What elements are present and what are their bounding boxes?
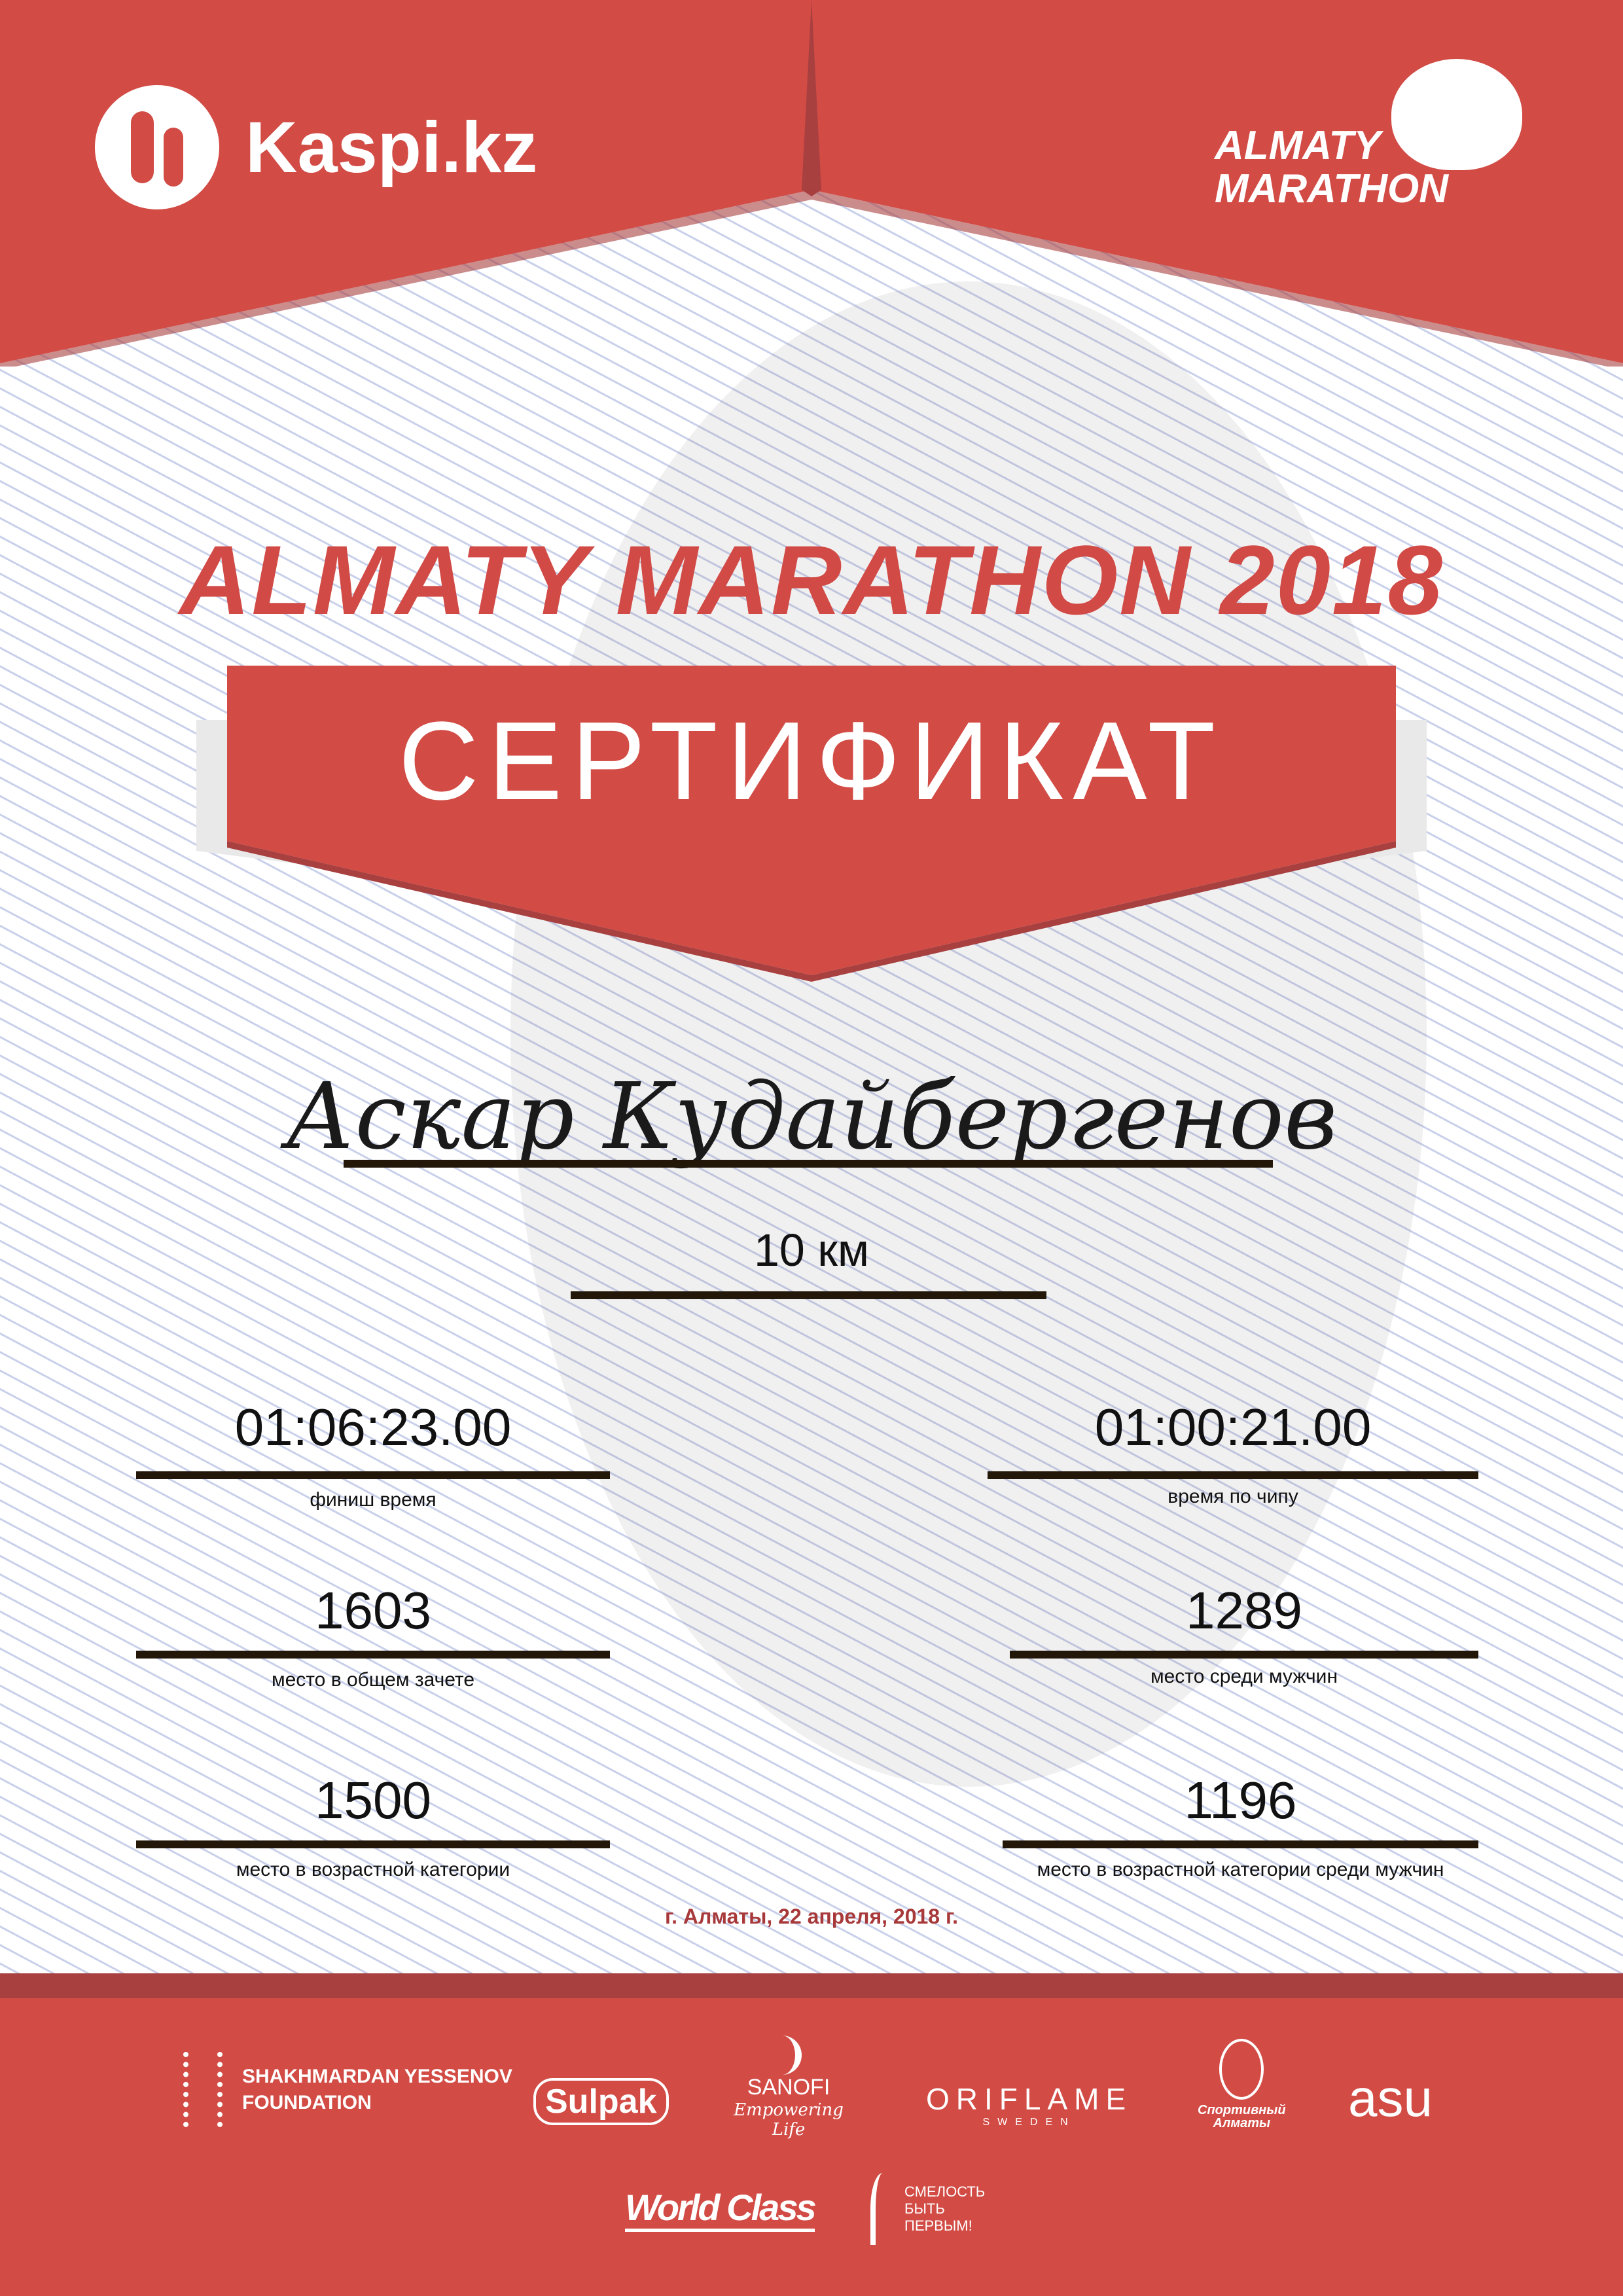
sanofi-wordmark: SANOFI	[747, 2075, 830, 2100]
chip-time-underline	[988, 1471, 1478, 1479]
overall-place-label: место в общем зачете	[271, 1669, 475, 1691]
distance: 10 км	[753, 1225, 870, 1276]
smelost-line-2: БЫТЬ	[904, 2200, 945, 2217]
sport-almaty-line-1: Спортивный	[1198, 2103, 1286, 2117]
certificate-banner	[196, 666, 1427, 982]
yessenov-logo: SHAKHMARDAN YESSENOV FOUNDATION	[183, 2052, 512, 2127]
participant-name: Аскар Кудайбергенов	[285, 1064, 1338, 1170]
finish-time-underline	[136, 1471, 610, 1479]
sport-almaty-emblem	[1219, 2039, 1264, 2100]
yessenov-line-2: FOUNDATION	[242, 2091, 372, 2113]
kaspi-wordmark: Kaspi.kz	[245, 107, 538, 188]
chip-time-value: 01:00:21.00	[1094, 1398, 1372, 1456]
event-title: ALMATY MARATHON 2018	[179, 525, 1444, 635]
sanofi-icon	[776, 2036, 802, 2075]
men-place-underline	[1010, 1651, 1478, 1659]
kaspi-icon	[95, 85, 219, 209]
sponsors-footer	[0, 1998, 1623, 2296]
men-age-place-label: место в возрастной категории среди мужчи…	[1037, 1859, 1444, 1880]
finish-time-value: 01:06:23.00	[234, 1398, 512, 1456]
sport-almaty-logo: Спортивный Алматы	[1198, 2039, 1286, 2130]
yessenov-line-1: SHAKHMARDAN YESSENOV	[242, 2065, 512, 2087]
men-age-place-underline	[1003, 1840, 1478, 1848]
sulpak-logo: Sulpak	[533, 2078, 669, 2125]
runner-icon	[1391, 59, 1522, 170]
finish-time-label: финиш время	[310, 1489, 437, 1511]
oriflame-sub: SWEDEN	[982, 2117, 1076, 2128]
almaty-marathon-logo: ALMATY MARATHON	[1215, 59, 1522, 216]
overall-place-underline	[136, 1651, 610, 1659]
logo-line-1: ALMATY	[1215, 123, 1381, 168]
kaspi-logo: Kaspi.kz	[95, 85, 537, 209]
sanofi-tagline: Empowering Life	[734, 2100, 844, 2140]
header-band	[0, 0, 1623, 367]
age-place-value: 1500	[315, 1771, 431, 1829]
men-place-value: 1289	[1186, 1581, 1302, 1640]
oriflame-wordmark: ORIFLAME	[926, 2082, 1133, 2116]
chip-time-label: время по чипу	[1168, 1486, 1298, 1507]
smelost-icon	[870, 2173, 895, 2245]
certificate-heading: СЕРТИФИКАТ	[398, 699, 1225, 823]
yessenov-icon	[183, 2052, 223, 2127]
overall-place-value: 1603	[315, 1581, 431, 1640]
age-place-label: место в возрастной категории	[236, 1859, 510, 1880]
smelost-line-1: СМЕЛОСТЬ	[904, 2183, 986, 2200]
name-underline	[344, 1160, 1273, 1168]
sport-almaty-line-2: Алматы	[1213, 2116, 1271, 2130]
men-age-place-value: 1196	[1184, 1771, 1297, 1829]
runners-photo	[510, 281, 1427, 1787]
worldclass-logo: World Class	[625, 2186, 817, 2232]
smelost-logo: СМЕЛОСТЬ БЫТЬ ПЕРВЫМ!	[870, 2173, 985, 2245]
age-place-underline	[136, 1840, 610, 1848]
distance-underline	[571, 1291, 1046, 1299]
asu-logo: asu	[1348, 2069, 1433, 2127]
logo-line-2: MARATHON	[1215, 166, 1449, 211]
oriflame-logo: ORIFLAME SWEDEN	[926, 2081, 1132, 2128]
smelost-line-3: ПЕРВЫМ!	[904, 2217, 972, 2234]
men-place-label: место среди мужчин	[1150, 1666, 1338, 1687]
footer-strip	[0, 1973, 1623, 1998]
certificate-date: г. Алматы, 22 апреля, 2018 г.	[665, 1905, 958, 1928]
sanofi-logo: SANOFI Empowering Life	[726, 2036, 851, 2140]
